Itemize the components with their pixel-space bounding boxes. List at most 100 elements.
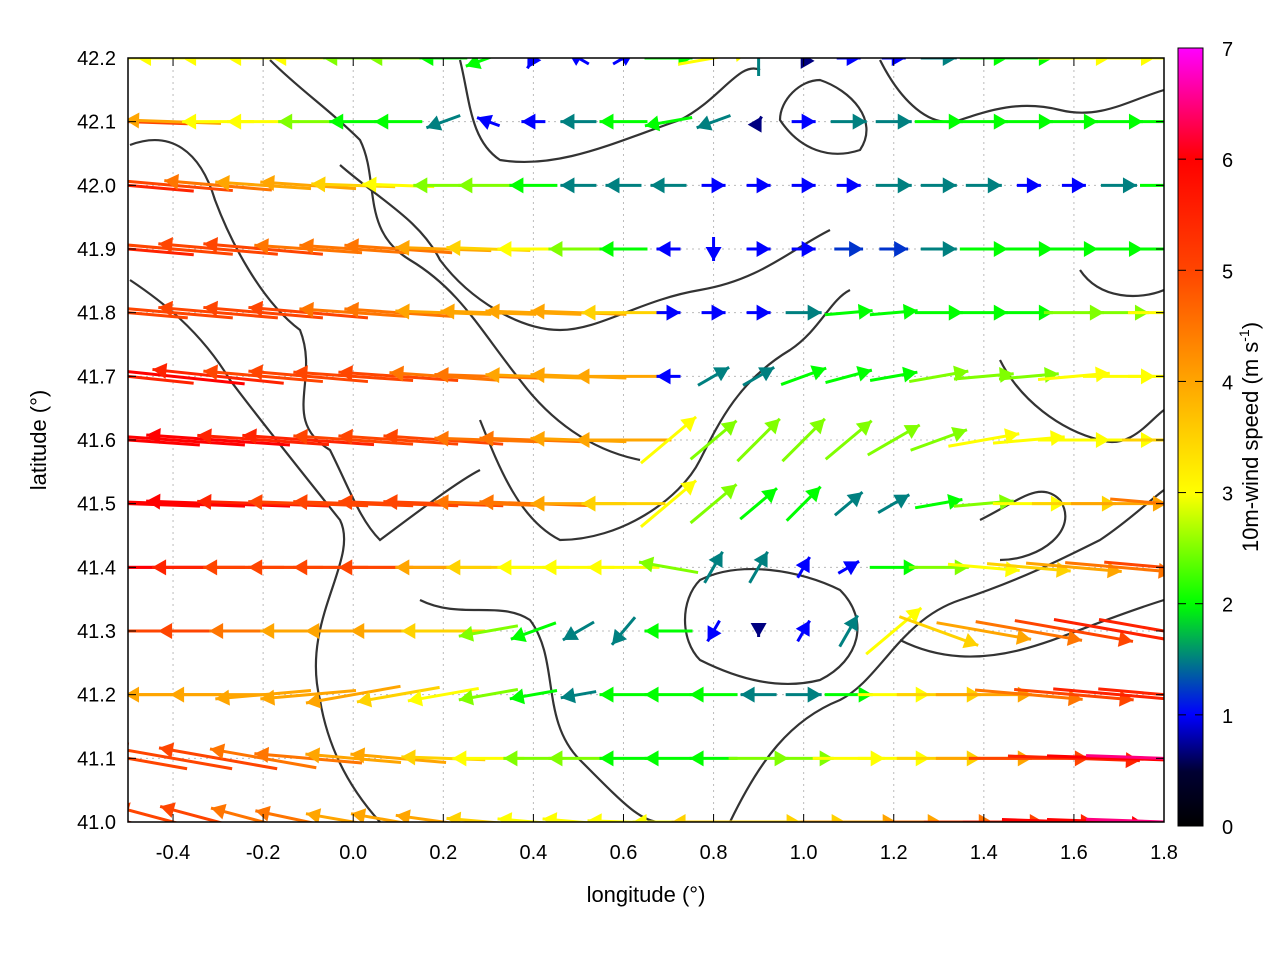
x-tick-label: 1.8 xyxy=(1150,842,1178,864)
contour-line xyxy=(683,567,859,686)
contour-line xyxy=(129,279,381,822)
wind-vector-head xyxy=(882,814,897,822)
wind-vector-head xyxy=(1095,58,1110,66)
wind-vector-head xyxy=(575,432,590,448)
wind-vector-head xyxy=(368,58,383,66)
wind-vector-head xyxy=(542,559,557,576)
wind-vector-head xyxy=(650,177,665,194)
wind-vector-head xyxy=(993,113,1008,130)
wind-vector-head xyxy=(993,241,1008,257)
wind-vector-head xyxy=(344,238,359,255)
wind-vector-head xyxy=(902,366,918,383)
wind-vector-head xyxy=(458,689,474,706)
wind-vector-head xyxy=(242,428,257,445)
wind-vector-shaft xyxy=(215,180,312,191)
wind-vector-head xyxy=(810,365,827,381)
wind-vector-head xyxy=(632,814,647,822)
wind-vector-head xyxy=(465,58,482,69)
wind-vector-shaft xyxy=(305,684,401,705)
wind-vector-shaft xyxy=(1025,561,1122,574)
wind-vector-head xyxy=(795,556,810,574)
wind-vector-shaft xyxy=(1104,560,1164,569)
wind-vector-head xyxy=(197,493,212,510)
wind-vector-head xyxy=(800,58,815,69)
wind-vector-shaft xyxy=(248,369,369,384)
y-tick-label: 42.1 xyxy=(77,112,116,134)
wind-vector-head xyxy=(248,364,264,381)
y-tick-label: 41.8 xyxy=(77,303,116,325)
wind-vector-shaft xyxy=(975,620,1083,642)
wind-vector-head xyxy=(1209,563,1224,579)
contour-line xyxy=(269,59,641,462)
wind-vector-head xyxy=(666,304,681,321)
y-tick-label: 41.2 xyxy=(77,685,116,707)
wind-vector-head xyxy=(897,177,912,194)
x-tick-label: 1.4 xyxy=(970,842,998,864)
wind-vector-head xyxy=(696,115,713,131)
wind-vector-head xyxy=(311,176,326,193)
wind-vector-shaft xyxy=(338,500,459,508)
wind-vector-head xyxy=(446,811,462,822)
wind-vector-shaft xyxy=(146,433,291,447)
colorbar-tick-label: 0 xyxy=(1222,817,1233,839)
wind-vector-head xyxy=(758,367,775,382)
wind-vector-head xyxy=(254,746,270,763)
wind-vector-head xyxy=(680,416,697,432)
wind-vector-head xyxy=(611,628,628,645)
wind-vectors xyxy=(128,40,1224,822)
wind-vector-head xyxy=(383,428,398,445)
wind-vector-head xyxy=(305,623,320,639)
wind-vector-head xyxy=(401,623,416,639)
colorbar-tick-label: 2 xyxy=(1222,595,1233,617)
wind-vector-head xyxy=(756,304,771,321)
wind-vector-head xyxy=(203,559,218,576)
colorbar-ticks: 0 1 2 3 4 5 6 7 xyxy=(1178,39,1233,839)
wind-vector-head xyxy=(293,428,308,445)
wind-vector-head xyxy=(227,113,242,130)
wind-vector-head xyxy=(942,177,957,194)
wind-vector-head xyxy=(413,177,428,194)
wind-vector-shaft xyxy=(1053,687,1164,701)
wind-vector-head xyxy=(203,237,219,253)
wind-vector-head xyxy=(152,362,168,379)
wind-vector-head xyxy=(761,488,777,504)
contour-line xyxy=(899,598,1164,658)
contour-line xyxy=(478,289,851,542)
wind-vector-shaft xyxy=(128,243,233,256)
wind-vector-head xyxy=(215,689,230,706)
wind-vector-shaft xyxy=(1053,618,1164,641)
wind-vector-head xyxy=(1015,629,1032,645)
wind-vector-head xyxy=(362,176,377,193)
wind-vector-head xyxy=(260,174,275,191)
wind-vector-head xyxy=(809,418,825,435)
wind-vector-head xyxy=(857,303,873,320)
wind-vector-head xyxy=(947,494,963,510)
wind-vector-shaft xyxy=(356,685,440,704)
wind-vector-head xyxy=(530,495,545,512)
wind-vector-head xyxy=(927,814,942,822)
wind-vector-head xyxy=(137,58,152,66)
wind-vector-head xyxy=(751,40,767,54)
wind-vector-head xyxy=(1005,561,1020,578)
y-axis-label: latitude (°) xyxy=(26,390,51,491)
wind-vector-head xyxy=(1038,113,1053,130)
wind-vector-head xyxy=(801,113,816,130)
wind-vector-head xyxy=(503,750,518,767)
wind-vector-head xyxy=(849,241,864,257)
wind-vector-head xyxy=(747,116,762,133)
wind-vector-head xyxy=(440,303,455,320)
wind-vector-head xyxy=(305,692,322,709)
wind-vector-head xyxy=(903,303,918,320)
wind-vector-head xyxy=(146,427,161,444)
x-tick-label: -0.4 xyxy=(156,842,190,864)
wind-vector-head xyxy=(581,495,596,512)
wind-vector-shaft xyxy=(146,499,291,508)
wind-vector-head xyxy=(128,742,130,749)
wind-vector-head xyxy=(720,420,737,436)
wind-vector-shaft xyxy=(1065,561,1164,573)
wind-vector-head xyxy=(807,304,822,321)
wind-vector-head xyxy=(356,691,373,708)
y-tick-label: 41.4 xyxy=(77,557,116,579)
wind-vector-shaft xyxy=(158,746,278,771)
contour-line xyxy=(419,599,661,822)
